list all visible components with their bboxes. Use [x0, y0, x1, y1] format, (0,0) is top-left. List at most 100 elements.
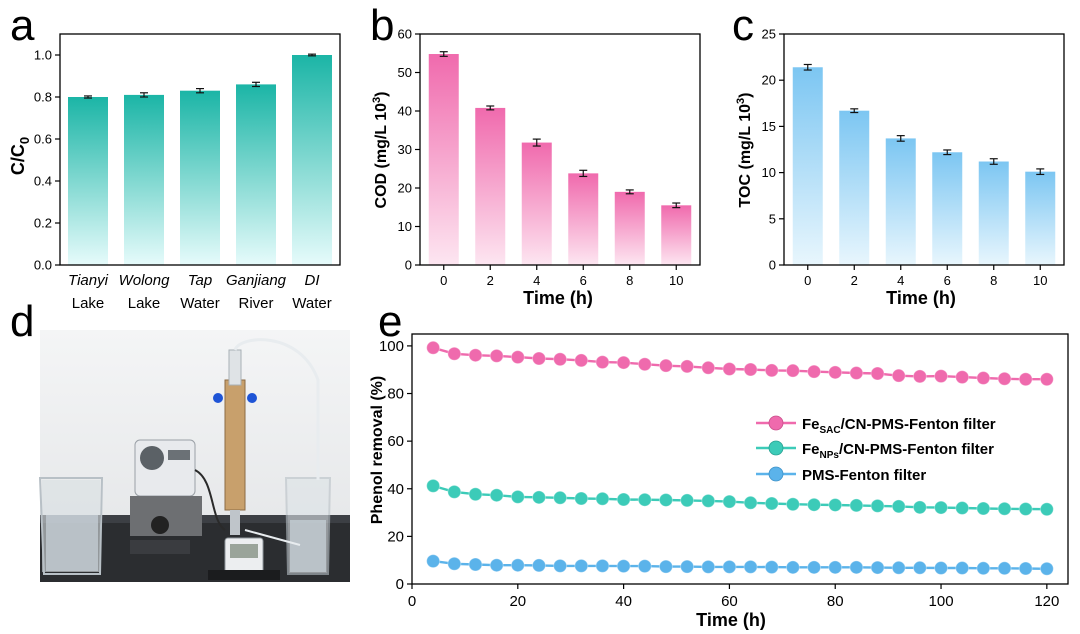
legend-label-pms: PMS-Fenton filter — [802, 467, 926, 484]
chart-e-series-point — [595, 491, 610, 506]
chart-e-series-point — [531, 351, 546, 366]
tubing-top — [233, 338, 320, 480]
chart-e-series-point — [955, 561, 970, 576]
chart-e-xtick-label: 100 — [929, 593, 954, 610]
chart-e-series-point — [553, 558, 568, 573]
chart-a-category-label: Water — [292, 295, 331, 312]
chart-c-frame — [783, 33, 1065, 266]
legend-marker-fesac — [768, 415, 784, 431]
chart-e-series-point — [807, 497, 822, 512]
chart-a-bar — [68, 97, 108, 265]
chart-c-ytick-label: 0 — [769, 258, 776, 273]
chart-e-series-point — [997, 501, 1012, 516]
chart-e-series-point — [1039, 502, 1054, 517]
pump-cable — [194, 469, 226, 531]
chart-e-series-point — [637, 357, 652, 372]
chart-e-series-point — [531, 558, 546, 573]
chart-a-ylabel: C/C0 — [8, 137, 32, 175]
chart-a-bar — [236, 84, 276, 266]
legend-item-fesac: FeSAC/CN-PMS-Fenton filter — [756, 415, 996, 436]
chart-e-series-point — [870, 560, 885, 575]
chart-e-series-point — [616, 492, 631, 507]
chart-a-category-label: Ganjiang — [226, 272, 287, 289]
chart-a-bar — [292, 55, 332, 265]
chart-e-series-point — [722, 362, 737, 376]
legend-label-fesac: FeSAC/CN-PMS-Fenton filter — [802, 416, 996, 436]
chart-e-series-point — [489, 558, 504, 573]
chart-e-series-point — [658, 559, 673, 574]
legend-marker-fenps — [768, 440, 784, 456]
chart-b-frame — [419, 33, 701, 266]
chart-c-bar — [1025, 171, 1056, 265]
chart-b-xtick-label: 2 — [487, 273, 494, 288]
chart-e-series-point — [658, 492, 673, 507]
chart-e-series-point — [955, 370, 970, 385]
chart-e-series-point — [912, 500, 927, 515]
chart-e-series-point — [447, 556, 462, 571]
chart-e-series-point — [743, 495, 758, 510]
chart-e-series-point — [574, 491, 589, 506]
chart-e-series-point — [574, 353, 589, 368]
chart-e-series-point — [955, 501, 970, 516]
chart-c-xtick-label: 2 — [851, 273, 858, 288]
chart-c-xtick-label: 4 — [897, 273, 904, 288]
chart-e-series-point — [1039, 372, 1054, 387]
chart-b-bar — [568, 173, 599, 265]
chart-e-series-point — [637, 559, 652, 574]
chart-e-series-point — [468, 348, 483, 363]
chart-a-frame — [59, 33, 341, 266]
chart-c-ytick-label: 10 — [762, 165, 776, 180]
chart-a-ytick-label: 1.0 — [34, 48, 52, 63]
chart-c-ytick-label: 5 — [769, 211, 776, 226]
chart-c-bar — [978, 161, 1009, 265]
chart-a-ytick-label: 0.2 — [34, 216, 52, 231]
chart-e-series-point — [722, 559, 737, 574]
chart-a-category-label: Wolong — [119, 272, 171, 289]
chart-c-ytick-label: 15 — [762, 119, 776, 134]
chart-e-series-point — [828, 365, 843, 380]
chart-e-series-point — [489, 348, 504, 363]
chart-b-bar — [475, 107, 506, 265]
chart-e-series-point — [764, 496, 779, 511]
chart-c-bar — [885, 138, 916, 265]
chart-b-xtick-label: 8 — [626, 273, 633, 288]
chart-e-series-point — [468, 487, 483, 502]
beaker-left — [38, 477, 104, 575]
chart-b-ytick-label: 10 — [398, 219, 412, 234]
chart-e-series-point — [1018, 372, 1033, 387]
chart-e-ytick-label: 100 — [379, 338, 404, 355]
chart-a-category-label: DI — [305, 272, 320, 289]
chart-e-series-point — [976, 561, 991, 576]
chart-e-series-point — [912, 560, 927, 575]
chart-c-bar — [932, 152, 963, 265]
chart-e-series-point — [912, 369, 927, 384]
chart-a-category-label: Water — [180, 295, 219, 312]
chart-b-bar — [614, 191, 645, 265]
chart-e-ytick-label: 40 — [387, 481, 404, 498]
chart-e-series-point — [934, 369, 949, 384]
chart-e-series-point — [870, 366, 885, 381]
beaker-right — [284, 477, 332, 575]
chart-c-axes: 0 2 4 6 8 10 0 5 10 15 20 25 — [762, 27, 1065, 288]
chart-e-series-point — [764, 560, 779, 575]
chart-e-series-point — [743, 559, 758, 574]
chart-e-series-point — [701, 559, 716, 574]
peristaltic-pump — [130, 439, 202, 554]
panel-letter-d: d — [10, 297, 34, 346]
chart-e-series-point — [701, 493, 716, 508]
chart-e-series-point — [849, 498, 864, 513]
chart-a-category-label: Tap — [188, 272, 212, 289]
chart-e-series — [426, 340, 1054, 576]
chart-e-series-point — [722, 494, 737, 509]
chart-e-series-point — [997, 371, 1012, 386]
chart-e-series-point — [1039, 561, 1054, 576]
chart-b: 0 2 4 6 8 10 0 10 20 30 40 50 60 COD (mg/L 103) Time… — [371, 27, 701, 308]
chart-e-series-point — [785, 560, 800, 575]
legend-item-fenps: FeNPs/CN-PMS-Fenton filter — [756, 440, 994, 461]
chart-e-xtick-label: 20 — [509, 593, 526, 610]
chart-a-bars — [68, 53, 332, 266]
chart-c-bar — [792, 67, 823, 265]
chart-b-ytick-label: 30 — [398, 142, 412, 157]
chart-e: 0 20 40 60 80 100 120 0 20 40 60 80 100 FeSAC/CN-PMS… — [369, 333, 1069, 630]
chart-a-category-label: Lake — [128, 295, 161, 312]
